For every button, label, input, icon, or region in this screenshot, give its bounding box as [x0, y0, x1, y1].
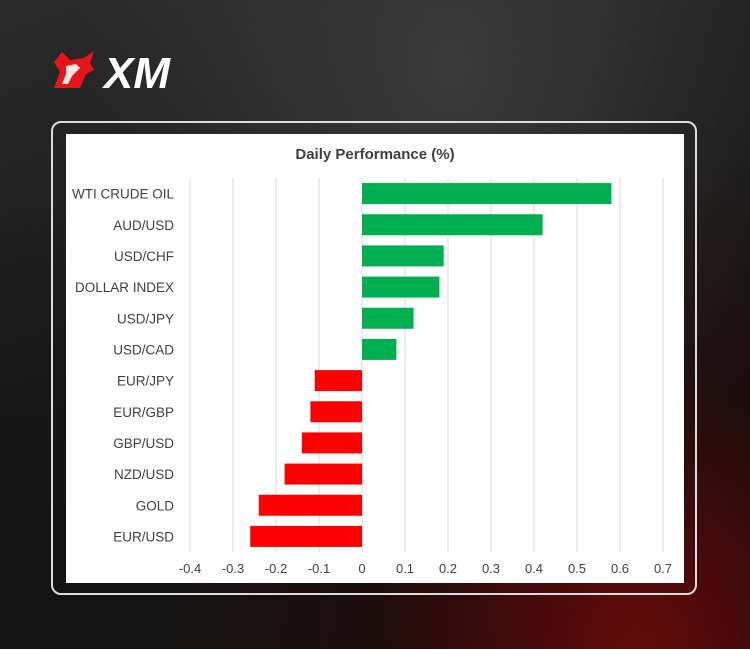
- x-tick-label: -0.3: [222, 561, 244, 576]
- x-tick-label: -0.1: [308, 561, 330, 576]
- bar-aud-usd: [362, 214, 543, 236]
- bar-nzd-usd: [284, 463, 362, 485]
- category-label: USD/CAD: [113, 342, 174, 357]
- category-label: DOLLAR INDEX: [75, 280, 174, 295]
- x-tick-label: 0.2: [439, 561, 457, 576]
- category-label: EUR/GBP: [113, 405, 174, 420]
- daily-performance-chart: Daily Performance (%) WTI CRUDE OIL AUD/U…: [72, 146, 672, 576]
- bar-usd-jpy: [362, 307, 414, 329]
- chart-frame: [51, 121, 697, 595]
- x-tick-label: 0.6: [611, 561, 629, 576]
- category-label: AUD/USD: [113, 218, 174, 233]
- category-label: GOLD: [136, 498, 175, 513]
- grid-layer: [189, 178, 664, 552]
- xm-logo: XM: [50, 48, 210, 94]
- bar-dollar-index: [362, 276, 440, 298]
- category-label: NZD/USD: [114, 467, 174, 482]
- bar-usd-cad: [362, 338, 397, 360]
- category-label: USD/CHF: [114, 249, 174, 264]
- bar-eur-jpy: [314, 370, 362, 392]
- x-tick-label: -0.2: [265, 561, 287, 576]
- bar-wti-crude-oil: [362, 183, 612, 205]
- logo-text: XM: [101, 49, 171, 94]
- x-tick-labels: -0.4 -0.3 -0.2 -0.1 0 0.1 0.2 0.3 0.4 0.5 0.6 0.7: [179, 561, 672, 576]
- category-label: USD/JPY: [117, 311, 174, 326]
- category-label: GBP/USD: [113, 436, 174, 451]
- bar-usd-chf: [362, 245, 444, 267]
- category-label: EUR/USD: [113, 529, 174, 544]
- chart-title: Daily Performance (%): [295, 146, 454, 163]
- bar-gbp-usd: [301, 432, 362, 454]
- x-tick-label: 0: [358, 561, 365, 576]
- x-tick-label: 0.4: [525, 561, 543, 576]
- bar-eur-gbp: [310, 401, 362, 423]
- x-tick-label: 0.3: [482, 561, 500, 576]
- category-labels: WTI CRUDE OIL AUD/USD USD/CHF DOLLAR INDEX U…: [72, 187, 174, 545]
- bar-layer: [250, 183, 612, 547]
- bar-eur-usd: [250, 525, 362, 547]
- bar-gold: [258, 494, 362, 516]
- category-label: WTI CRUDE OIL: [72, 187, 174, 202]
- category-label: EUR/JPY: [117, 374, 174, 389]
- x-tick-label: -0.4: [179, 561, 201, 576]
- x-tick-label: 0.7: [654, 561, 672, 576]
- chart-panel: Daily Performance (%) WTI CRUDE OIL AUD/U…: [66, 134, 684, 583]
- x-tick-label: 0.5: [568, 561, 586, 576]
- x-tick-label: 0.1: [396, 561, 414, 576]
